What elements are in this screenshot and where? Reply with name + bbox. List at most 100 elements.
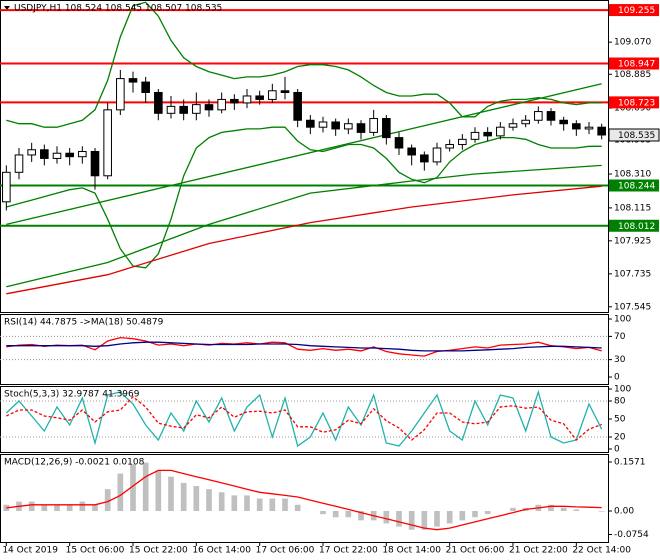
candle-body <box>559 119 568 125</box>
y-tick-label: 20 <box>614 433 626 443</box>
level-label: 109.255 <box>618 6 655 16</box>
level-label: 108.012 <box>618 222 655 232</box>
candle-body <box>584 126 594 130</box>
candle-body <box>217 98 226 111</box>
indicator-line <box>6 341 602 352</box>
candle-body <box>27 149 36 156</box>
candle-body <box>255 95 264 100</box>
candle-body <box>242 95 252 104</box>
candle-body <box>78 150 87 158</box>
level-label: 108.723 <box>618 98 655 108</box>
y-tick-label: 50 <box>614 415 626 425</box>
level-label: 108.947 <box>618 60 655 70</box>
candle-body <box>508 123 518 128</box>
indicator-line <box>6 83 602 226</box>
panel-title: USDJPY,H1 108.524 108.545 108.507 108.53… <box>14 4 222 14</box>
candle-body <box>534 111 543 121</box>
x-tick-label: 21 Oct 22:00 <box>509 546 568 556</box>
x-tick-label: 15 Oct 06:00 <box>66 546 125 556</box>
x-tick-label: 21 Oct 06:00 <box>446 546 505 556</box>
y-tick-label: 100 <box>614 385 631 395</box>
x-tick-label: 22 Oct 14:00 <box>572 546 631 556</box>
candle-body <box>331 121 340 130</box>
y-tick-label: 0.1571 <box>614 457 646 467</box>
panel-frame <box>0 314 609 385</box>
x-tick-label: 18 Oct 14:00 <box>382 546 441 556</box>
y-tick-label: 30 <box>614 355 626 365</box>
candle-body <box>318 121 328 128</box>
symbol-menu-arrow[interactable] <box>4 6 10 10</box>
candle-body <box>496 126 505 137</box>
y-tick-label: 109.070 <box>614 38 651 48</box>
indicator-line <box>6 185 602 295</box>
y-tick-label: 100 <box>614 314 631 324</box>
level-label-box <box>609 219 659 232</box>
candle-body <box>268 90 277 100</box>
x-tick-label: 16 Oct 14:00 <box>192 546 251 556</box>
candle-body <box>407 147 416 156</box>
y-tick-label: 107.735 <box>614 269 651 279</box>
candle-body <box>230 98 239 104</box>
candle-body <box>179 105 188 114</box>
candle-body <box>306 119 315 128</box>
y-tick-label: 108.885 <box>614 70 651 80</box>
candle-body <box>483 131 492 137</box>
candle-body <box>344 123 353 130</box>
candle-body <box>40 149 49 159</box>
panel-title: RSI(14) 44.7875 ->MA(18) 50.4879 <box>4 318 164 328</box>
candle-body <box>445 144 454 149</box>
candle-body <box>458 138 467 146</box>
candle-body <box>192 104 201 114</box>
level-label: 108.244 <box>618 181 655 191</box>
panel-frame <box>0 454 609 543</box>
candle-body <box>521 119 530 125</box>
candle-body <box>420 154 429 163</box>
y-tick-label: 70 <box>614 332 626 342</box>
panel-title: Stoch(5,3,3) 32.9787 41.3969 <box>4 390 140 400</box>
y-tick-label: 108.690 <box>614 104 651 114</box>
candle-body <box>369 118 378 133</box>
current-price-label: 108.535 <box>618 131 655 141</box>
indicator-line <box>5 389 603 448</box>
candle-body <box>546 111 556 121</box>
x-tick-label: 14 Oct 2019 <box>2 546 58 556</box>
y-tick-label: 108.115 <box>614 203 651 213</box>
level-label-box <box>609 57 659 70</box>
candle-body <box>280 90 290 93</box>
level-label-box <box>609 96 659 109</box>
candle-body <box>597 126 606 136</box>
y-tick-label: 0 <box>614 445 620 455</box>
candle-body <box>103 109 112 177</box>
indicator-line <box>6 1 602 128</box>
panel-title: MACD(12,26,9) -0.0021 0.0108 <box>4 458 145 468</box>
indicator-line <box>6 469 602 531</box>
candle-body <box>154 91 163 114</box>
panel-frame <box>0 0 609 313</box>
candle-body <box>204 104 214 111</box>
y-tick-label: 107.925 <box>614 236 651 246</box>
y-tick-label: 107.545 <box>614 302 651 312</box>
candle-body <box>141 81 150 93</box>
x-tick-label: 17 Oct 06:00 <box>256 546 315 556</box>
candle-body <box>572 123 581 130</box>
candle-body <box>90 150 100 177</box>
candle-body <box>394 137 404 149</box>
candle-body <box>166 105 176 114</box>
level-label-box <box>609 179 659 192</box>
candle-body <box>2 171 11 203</box>
candle-body <box>470 131 480 140</box>
y-tick-label: 80 <box>614 397 626 407</box>
y-tick-label: 108.310 <box>614 170 651 180</box>
y-tick-label: -0.0754 <box>614 530 649 540</box>
candle-body <box>293 91 302 121</box>
candle-body <box>128 78 138 83</box>
candle-body <box>52 152 62 159</box>
candle-body <box>65 152 74 158</box>
candle-body <box>116 78 125 111</box>
candle-body <box>382 118 391 139</box>
indicator-line <box>6 164 602 288</box>
candle-body <box>14 154 24 173</box>
x-tick-label: 17 Oct 22:00 <box>319 546 378 556</box>
y-tick-label: 0 <box>614 373 620 383</box>
